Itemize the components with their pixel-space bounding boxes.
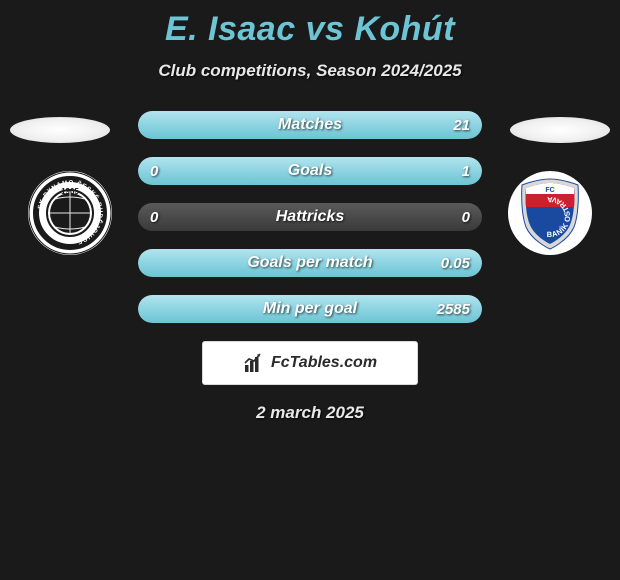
stat-value-left: 0 — [150, 203, 158, 231]
stat-value-right: 0.05 — [441, 249, 470, 277]
source-badge: FcTables.com — [202, 341, 418, 385]
stat-row: Goals per match0.05 — [138, 249, 482, 277]
stat-value-right: 21 — [453, 111, 470, 139]
stat-label: Matches — [138, 111, 482, 139]
subtitle: Club competitions, Season 2024/2025 — [0, 61, 620, 81]
stat-value-left: 0 — [150, 157, 158, 185]
stat-label: Goals per match — [138, 249, 482, 277]
stat-label: Hattricks — [138, 203, 482, 231]
stat-value-right: 1 — [462, 157, 470, 185]
comparison-panel: SK DYNAMO ČESKÉ BUDĚJOVICE 1905 FC BANÍK… — [0, 111, 620, 423]
club-crest-left: SK DYNAMO ČESKÉ BUDĚJOVICE 1905 — [28, 171, 112, 255]
stat-label: Goals — [138, 157, 482, 185]
stat-row: Matches21 — [138, 111, 482, 139]
player-photo-right — [510, 117, 610, 143]
svg-text:FC: FC — [545, 187, 554, 194]
stat-value-right: 0 — [462, 203, 470, 231]
stats-list: Matches21Goals01Hattricks00Goals per mat… — [138, 111, 482, 323]
stat-row: Hattricks0 0 — [138, 203, 482, 231]
banik-crest-icon: FC BANÍK OSTRAVA — [508, 171, 592, 255]
stat-label: Min per goal — [138, 295, 482, 323]
date-caption: 2 march 2025 — [0, 403, 620, 423]
dynamo-crest-icon: SK DYNAMO ČESKÉ BUDĚJOVICE 1905 — [28, 171, 112, 255]
player-photo-left — [10, 117, 110, 143]
page-title: E. Isaac vs Kohút — [0, 0, 620, 49]
stat-value-right: 2585 — [437, 295, 470, 323]
stat-row: Min per goal2585 — [138, 295, 482, 323]
club-crest-right: FC BANÍK OSTRAVA — [508, 171, 592, 255]
chart-icon — [243, 352, 265, 374]
source-badge-text: FcTables.com — [271, 354, 377, 372]
stat-row: Goals0 1 — [138, 157, 482, 185]
